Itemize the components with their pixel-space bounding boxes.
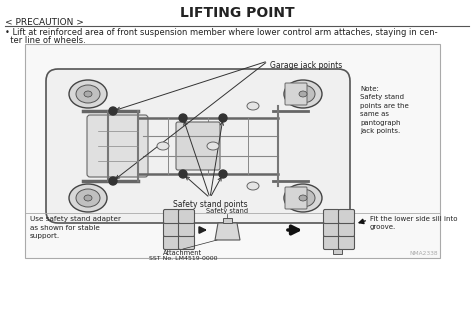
Text: SST No. LM4519-0000: SST No. LM4519-0000 — [149, 256, 217, 261]
FancyBboxPatch shape — [285, 187, 307, 209]
Ellipse shape — [247, 102, 259, 110]
Text: • Lift at reinforced area of front suspension member where lower control arm att: • Lift at reinforced area of front suspe… — [5, 28, 438, 37]
Ellipse shape — [157, 142, 169, 150]
Text: < PRECAUTION >: < PRECAUTION > — [5, 18, 84, 27]
Circle shape — [219, 170, 227, 178]
FancyBboxPatch shape — [338, 210, 355, 224]
Text: Fit the lower side sill into
groove.: Fit the lower side sill into groove. — [370, 216, 457, 230]
Ellipse shape — [291, 189, 315, 207]
FancyBboxPatch shape — [164, 235, 180, 249]
Circle shape — [179, 170, 187, 178]
FancyBboxPatch shape — [323, 235, 339, 249]
Text: ter line of wheels.: ter line of wheels. — [5, 36, 86, 45]
Circle shape — [179, 114, 187, 122]
FancyBboxPatch shape — [179, 210, 194, 224]
Text: Note:
Safety stand
points are the
same as
pantograph
jack points.: Note: Safety stand points are the same a… — [360, 86, 409, 135]
Text: Safety stand: Safety stand — [206, 208, 248, 214]
Text: Attachment: Attachment — [164, 250, 202, 256]
Circle shape — [109, 107, 117, 115]
Ellipse shape — [84, 195, 92, 201]
FancyBboxPatch shape — [338, 223, 355, 236]
FancyBboxPatch shape — [176, 122, 220, 170]
Ellipse shape — [247, 182, 259, 190]
Ellipse shape — [299, 91, 307, 97]
FancyBboxPatch shape — [87, 115, 148, 177]
Ellipse shape — [284, 80, 322, 108]
FancyBboxPatch shape — [338, 235, 355, 249]
Polygon shape — [223, 218, 232, 223]
Text: NMA2338: NMA2338 — [410, 251, 438, 256]
FancyBboxPatch shape — [164, 223, 180, 236]
FancyBboxPatch shape — [285, 83, 307, 105]
Ellipse shape — [69, 184, 107, 212]
Ellipse shape — [84, 91, 92, 97]
Ellipse shape — [299, 195, 307, 201]
Text: LIFTING POINT: LIFTING POINT — [180, 6, 294, 20]
Text: Safety stand points: Safety stand points — [173, 200, 247, 209]
FancyBboxPatch shape — [179, 223, 194, 236]
Text: Garage jack points: Garage jack points — [270, 61, 342, 70]
Polygon shape — [215, 223, 240, 240]
FancyBboxPatch shape — [179, 235, 194, 249]
FancyBboxPatch shape — [46, 69, 350, 223]
FancyBboxPatch shape — [164, 210, 180, 224]
Circle shape — [219, 114, 227, 122]
Ellipse shape — [76, 189, 100, 207]
FancyBboxPatch shape — [323, 210, 339, 224]
Ellipse shape — [284, 184, 322, 212]
Ellipse shape — [291, 85, 315, 103]
Circle shape — [109, 177, 117, 185]
Ellipse shape — [76, 85, 100, 103]
Ellipse shape — [207, 142, 219, 150]
Ellipse shape — [69, 80, 107, 108]
FancyBboxPatch shape — [323, 223, 339, 236]
Text: Use safety stand adapter
as shown for stable
support.: Use safety stand adapter as shown for st… — [30, 216, 121, 239]
Polygon shape — [333, 249, 342, 254]
Bar — [25, 44, 440, 258]
